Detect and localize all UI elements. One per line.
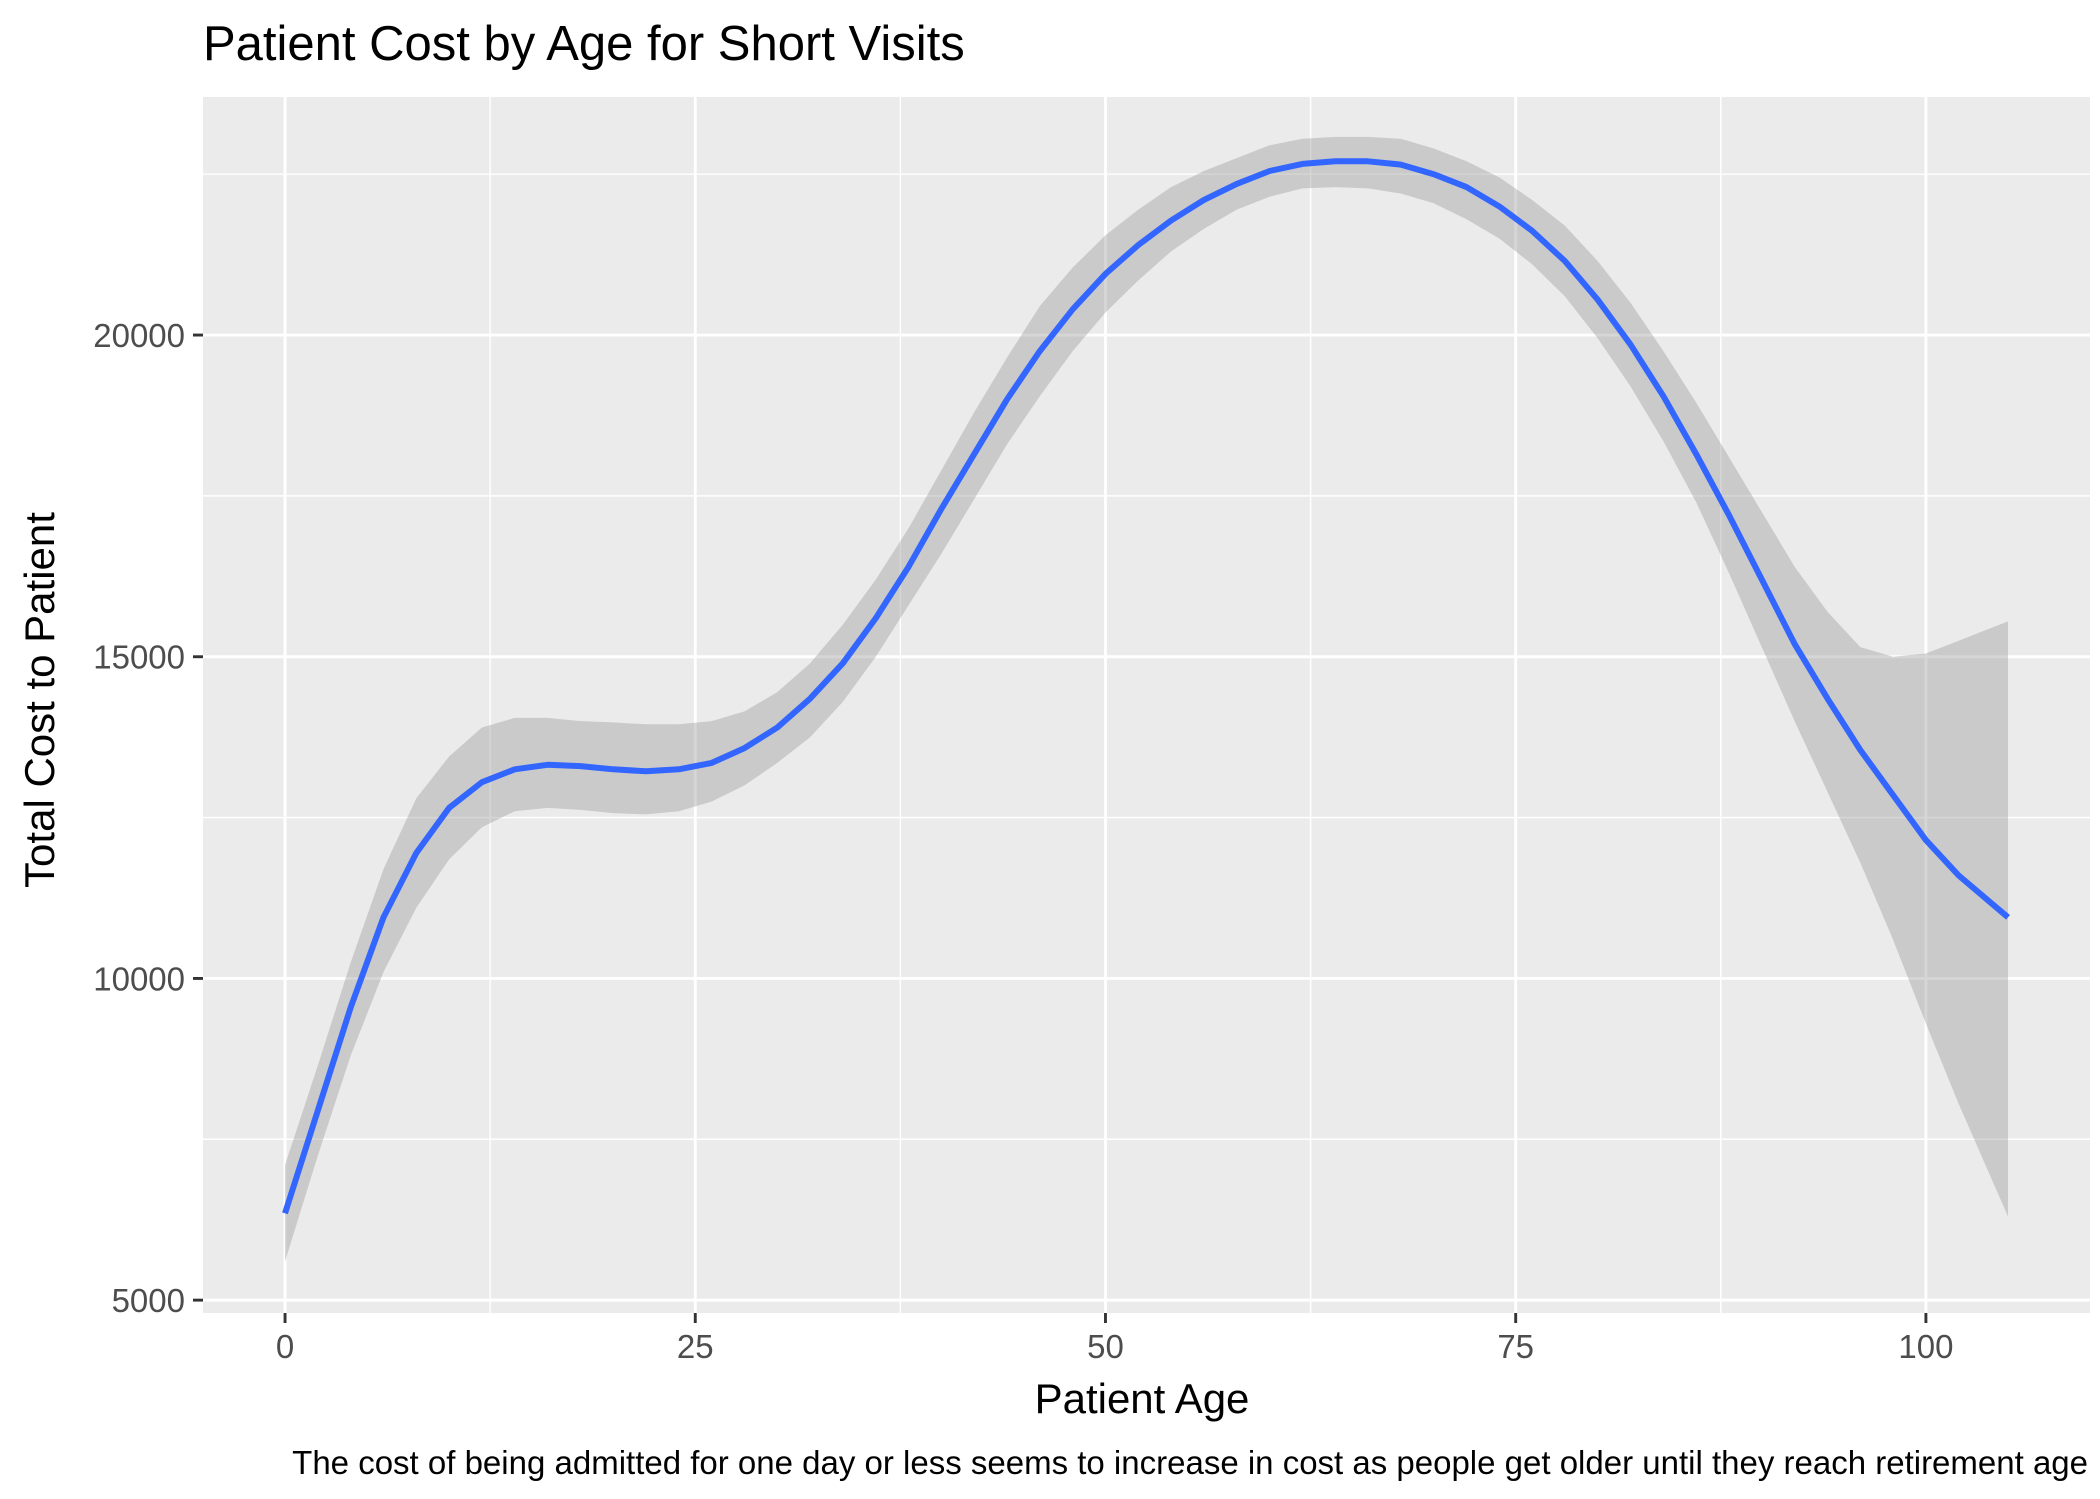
y-tick-label: 5000	[112, 1282, 185, 1319]
x-axis-ticks: 0 25 50 75 100	[276, 1313, 1953, 1365]
chart-title: Patient Cost by Age for Short Visits	[203, 17, 965, 71]
y-tick-label: 20000	[93, 317, 185, 354]
x-tick-label: 25	[677, 1328, 714, 1365]
x-tick-label: 50	[1087, 1328, 1124, 1365]
x-axis-title: Patient Age	[1035, 1375, 1250, 1422]
plot-panel	[203, 97, 2090, 1313]
chart-caption: The cost of being admitted for one day o…	[292, 1444, 2088, 1481]
series-line	[282, 158, 2010, 1215]
y-axis-title: Total Cost to Patient	[16, 512, 63, 888]
y-tick-label: 15000	[93, 639, 185, 676]
smooth-trend-line	[282, 158, 2010, 1215]
x-tick-label: 75	[1497, 1328, 1534, 1365]
y-tick-label: 10000	[93, 960, 185, 997]
y-axis-ticks: 5000 10000 15000 20000	[93, 317, 203, 1319]
x-tick-label: 0	[276, 1328, 294, 1365]
minor-gridlines	[203, 97, 2090, 1313]
x-tick-label: 100	[1898, 1328, 1953, 1365]
major-gridlines	[203, 97, 2090, 1313]
